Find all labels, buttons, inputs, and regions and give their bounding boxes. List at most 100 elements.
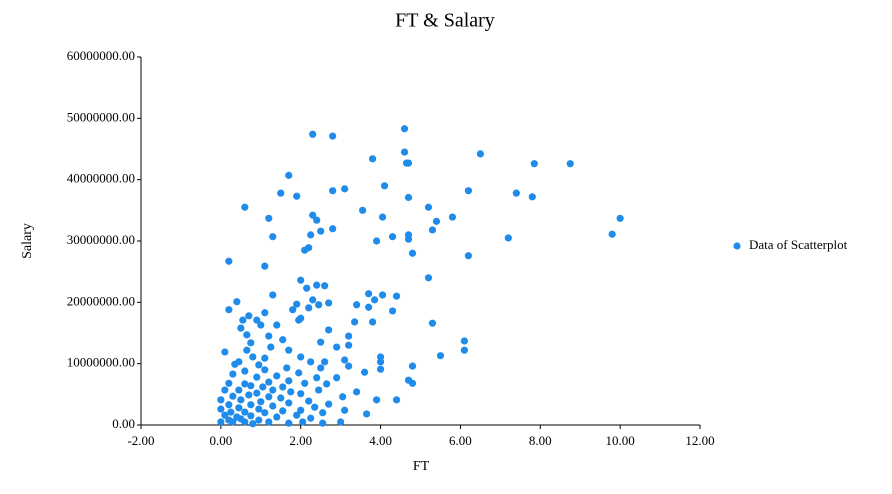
scatter-point	[317, 338, 325, 346]
scatter-point	[353, 388, 361, 396]
scatter-point	[616, 214, 624, 222]
scatter-point	[378, 213, 387, 221]
scatter-point	[305, 397, 313, 405]
scatter-point	[307, 231, 315, 239]
scatter-point	[325, 326, 333, 334]
scatter-point	[353, 301, 361, 309]
scatter-point	[265, 214, 273, 222]
scatter-point	[243, 331, 251, 339]
scatter-point	[261, 262, 269, 270]
x-tick-label: 0.00	[209, 433, 232, 448]
scatter-point	[237, 324, 245, 332]
scatter-point	[321, 282, 329, 290]
y-tick-label: 20000000.00	[67, 293, 135, 308]
scatter-point	[329, 132, 337, 140]
scatter-point	[376, 365, 385, 373]
scatter-point	[315, 301, 323, 309]
scatter-point	[255, 361, 263, 369]
scatter-point	[361, 368, 369, 376]
scatter-point	[345, 332, 353, 340]
scatter-point	[464, 187, 473, 195]
scatter-point	[273, 372, 281, 380]
scatter-point	[225, 306, 233, 314]
scatter-point	[303, 284, 311, 292]
scatter-point	[241, 367, 249, 375]
scatter-point	[241, 418, 249, 426]
scatter-point	[309, 211, 317, 219]
scatter-point	[289, 306, 297, 314]
y-axis-label: Salary	[20, 223, 35, 259]
scatter-point	[307, 414, 315, 422]
scatter-point	[253, 373, 261, 381]
scatter-point	[323, 380, 331, 388]
scatter-point	[253, 389, 261, 397]
scatter-point	[329, 187, 337, 195]
scatter-point	[341, 356, 349, 364]
scatter-point	[364, 290, 373, 298]
scatter-point	[388, 307, 397, 315]
scatter-point	[265, 378, 273, 386]
scatter-point	[273, 413, 281, 421]
scatter-point	[392, 292, 401, 300]
y-tick-label: 10000000.00	[67, 355, 135, 370]
scatter-point	[364, 303, 373, 311]
x-tick-label: 10.00	[606, 433, 635, 448]
scatter-point	[247, 401, 255, 409]
scatter-point	[309, 130, 317, 138]
scatter-point	[247, 412, 255, 420]
scatter-point	[235, 404, 243, 412]
legend-label: Data of Scatterplot	[749, 237, 848, 252]
scatter-point	[333, 374, 341, 382]
scatter-point	[217, 405, 225, 413]
scatter-point	[279, 336, 287, 344]
scatter-point	[285, 399, 293, 407]
scatter-point	[297, 390, 305, 398]
scatter-point	[345, 362, 353, 370]
scatter-point	[313, 216, 321, 224]
scatter-point	[239, 316, 247, 324]
scatter-point	[311, 403, 319, 411]
y-tick-label: 50000000.00	[67, 109, 135, 124]
scatter-point	[285, 419, 293, 427]
scatter-point	[297, 276, 305, 284]
scatter-point	[261, 409, 269, 417]
scatter-point	[241, 380, 249, 388]
scatter-point	[269, 233, 277, 241]
scatter-point	[261, 354, 269, 362]
scatter-point	[388, 233, 397, 241]
scatter-point	[269, 402, 277, 410]
scatter-point	[235, 386, 243, 394]
scatter-point	[245, 391, 253, 399]
y-tick-label: 40000000.00	[67, 171, 135, 186]
scatter-point	[259, 383, 267, 391]
scatter-point	[372, 237, 381, 245]
scatter-point	[293, 192, 301, 200]
scatter-point	[255, 405, 263, 413]
x-tick-label: 8.00	[529, 433, 552, 448]
scatter-point	[297, 406, 305, 414]
scatter-point	[464, 252, 473, 260]
scatter-point	[221, 348, 229, 356]
scatter-point	[428, 319, 437, 327]
scatter-point	[339, 393, 347, 401]
scatter-point	[221, 411, 229, 419]
scatter-point	[566, 160, 574, 168]
scatter-point	[528, 193, 536, 201]
scatter-point	[408, 379, 417, 387]
scatter-point	[295, 369, 303, 377]
scatter-point	[277, 394, 285, 402]
scatter-point	[337, 418, 345, 426]
scatter-point	[408, 362, 417, 370]
x-axis-label: FT	[413, 459, 430, 474]
scatter-point	[530, 160, 538, 168]
scatter-point	[608, 230, 616, 238]
scatter-point	[378, 291, 387, 299]
x-tick-label: -2.00	[127, 433, 154, 448]
scatter-point	[269, 291, 277, 299]
x-tick-label: 12.00	[685, 433, 714, 448]
scatter-point	[400, 148, 409, 156]
scatter-point	[261, 366, 269, 374]
scatter-point	[265, 418, 273, 426]
scatter-point	[297, 353, 305, 361]
scatter-point	[225, 257, 233, 265]
